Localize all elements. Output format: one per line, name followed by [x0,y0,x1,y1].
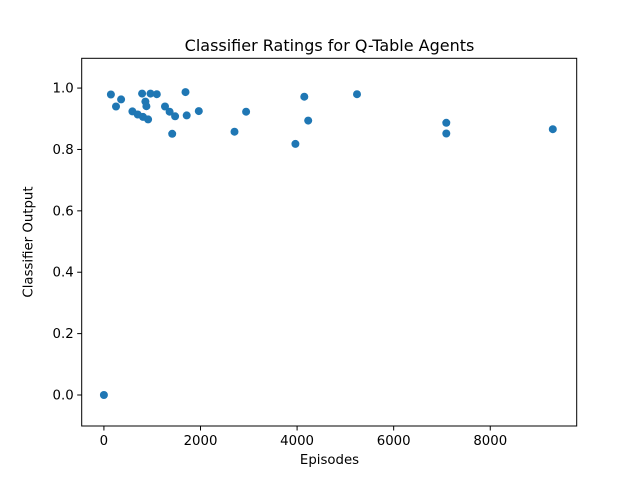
y-tick-label: 0.8 [53,143,74,158]
y-tick-label: 0.0 [53,389,74,404]
chart-title: Classifier Ratings for Q-Table Agents [184,36,475,55]
data-point [152,90,161,99]
data-point [300,92,309,101]
data-point [194,107,203,116]
data-point [182,111,191,120]
data-point [442,118,451,127]
x-tick-label: 6000 [377,434,411,449]
data-point [171,112,180,121]
x-tick-label: 4000 [280,434,314,449]
data-point [161,102,169,111]
data-point [548,125,557,134]
data-point [117,95,126,104]
y-tick-label: 1.0 [53,82,74,97]
data-point [168,129,177,138]
data-point [353,90,361,99]
data-point [442,129,451,138]
data-point [242,107,251,116]
data-point [99,391,108,399]
y-tick-label: 0.6 [53,204,74,219]
data-point [165,107,174,116]
y-tick-label: 0.2 [53,327,74,342]
y-axis-label: Classifier Output [21,186,37,298]
data-point [112,102,120,111]
data-point [142,102,151,111]
data-point [138,89,147,98]
x-tick-label: 8000 [473,434,507,449]
x-tick-label: 2000 [184,434,218,449]
x-tick-label: 0 [100,434,108,449]
data-point [146,89,155,98]
data-point [106,90,115,99]
data-point [181,88,190,97]
data-point [144,115,153,124]
data-point [291,139,300,148]
y-tick-label: 0.4 [53,266,74,281]
data-point [304,116,313,125]
x-axis-label: Episodes [299,453,360,468]
data-point [230,127,239,136]
axes-spines [81,57,578,427]
